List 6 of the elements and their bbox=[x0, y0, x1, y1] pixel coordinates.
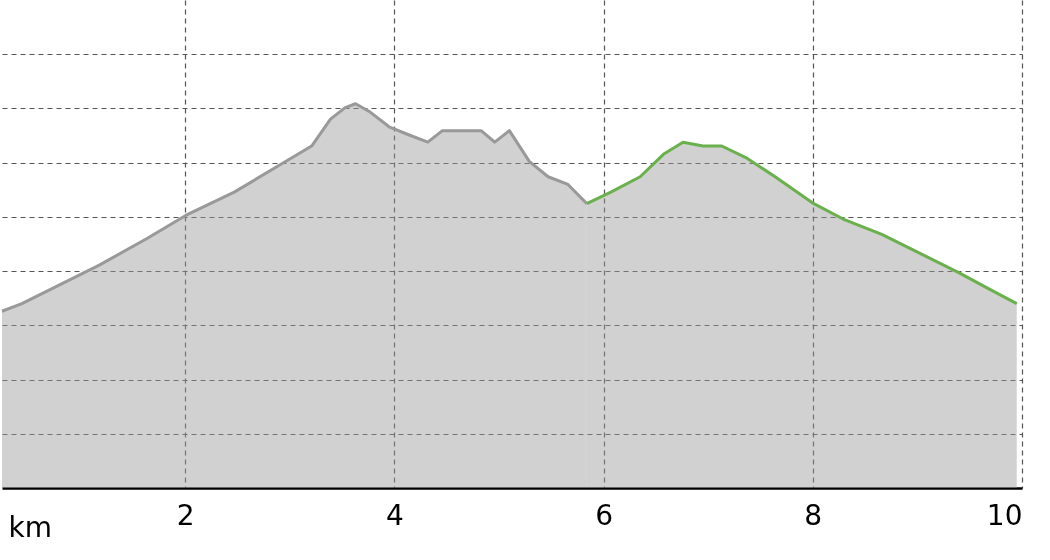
x-tick-label: 6 bbox=[595, 498, 613, 532]
x-axis-title: km bbox=[8, 510, 52, 544]
x-tick-label: 2 bbox=[176, 498, 195, 532]
x-tick-label: 4 bbox=[385, 498, 404, 532]
x-tick-label: 10 bbox=[986, 498, 1023, 532]
x-tick-label: 8 bbox=[804, 498, 823, 532]
